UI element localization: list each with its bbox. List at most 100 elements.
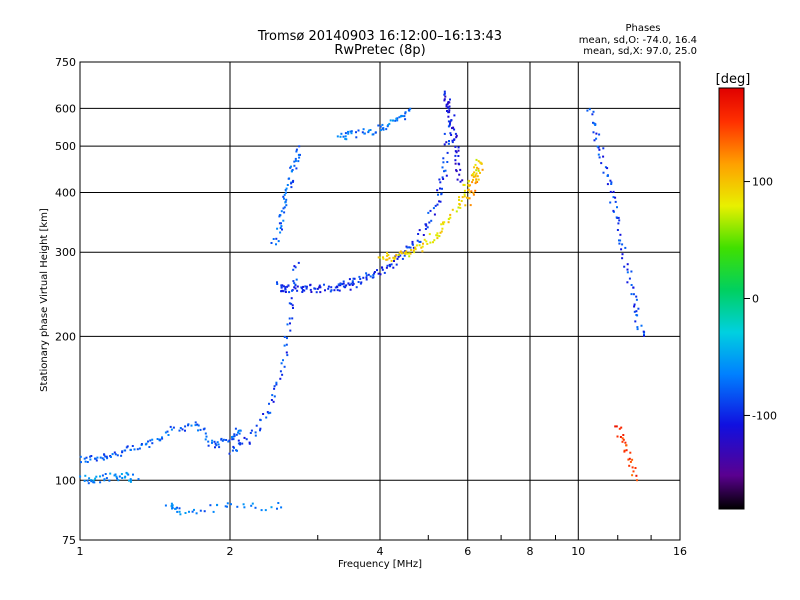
data-point [316,287,319,290]
data-point [619,233,622,236]
colorbar-tick-label: 0 [752,293,759,306]
data-point [386,125,389,128]
data-point [429,241,432,244]
data-point [271,394,274,397]
data-point [285,198,288,201]
data-point [475,180,478,183]
data-point [623,450,626,453]
data-point [181,428,184,431]
data-point [290,186,293,189]
data-point [421,250,424,253]
data-point [463,193,466,196]
data-point [301,289,304,291]
data-point [642,330,645,333]
data-point [285,343,288,346]
data-point [614,200,617,203]
data-point [293,265,296,268]
data-point [454,150,457,153]
data-point [377,124,380,127]
data-point [447,120,450,123]
data-point [137,478,140,481]
data-point [373,272,376,275]
data-point [347,282,350,285]
data-point [454,145,457,148]
data-point [643,333,645,336]
data-point [448,101,451,104]
data-point [231,438,234,441]
data-point [630,284,633,286]
data-point [291,317,294,320]
data-point [215,444,218,447]
data-point [635,474,638,477]
data-point [479,171,481,174]
data-point [624,246,627,249]
data-point [455,210,458,213]
data-point [265,416,268,419]
y-tick-label: 600 [55,102,76,115]
data-point [298,156,301,159]
data-point [268,402,270,405]
data-point [385,258,388,261]
data-point [637,307,640,310]
data-point [442,178,445,180]
data-point [304,285,307,288]
data-point [386,258,389,261]
data-point [164,504,167,507]
data-point [626,263,629,266]
x-tick-label: 6 [464,545,471,558]
data-point [199,428,202,431]
data-point [443,99,446,102]
data-point [222,438,225,441]
data-point [425,223,428,226]
data-point [602,171,605,174]
data-point [92,481,95,484]
data-point [324,289,326,292]
data-point [604,166,607,169]
data-point [633,310,636,313]
data-point [612,209,615,212]
data-point [87,482,90,485]
data-point [450,134,453,136]
data-point [404,112,407,115]
data-point [140,443,143,445]
data-point [598,148,601,151]
data-point [279,231,282,234]
data-point [629,460,632,463]
data-point [109,456,112,458]
data-point [443,143,446,146]
data-point [314,287,317,290]
data-point [382,257,385,260]
data-point [278,214,281,217]
data-point [340,132,343,135]
data-point [477,169,480,172]
data-point [426,243,429,245]
data-point [455,134,458,137]
data-point [280,225,283,228]
data-point [594,124,597,126]
data-point [164,431,167,434]
data-point [419,240,422,243]
data-point [348,283,351,286]
data-point [236,449,238,452]
data-point [411,240,414,243]
data-point [474,182,477,185]
data-point [297,160,300,163]
data-point [413,251,416,254]
data-point [202,428,205,431]
data-point [109,472,112,475]
data-point [226,505,228,508]
data-point [439,187,441,190]
data-point [367,273,370,276]
data-point [463,195,466,198]
data-point [455,170,458,173]
data-point [216,503,219,506]
data-point [609,201,612,204]
data-point [342,280,345,283]
data-point [296,285,299,288]
data-point [194,421,197,424]
data-point [436,237,439,240]
data-point [103,478,106,481]
data-point [596,145,599,148]
data-point [291,169,294,171]
data-point [610,183,613,185]
